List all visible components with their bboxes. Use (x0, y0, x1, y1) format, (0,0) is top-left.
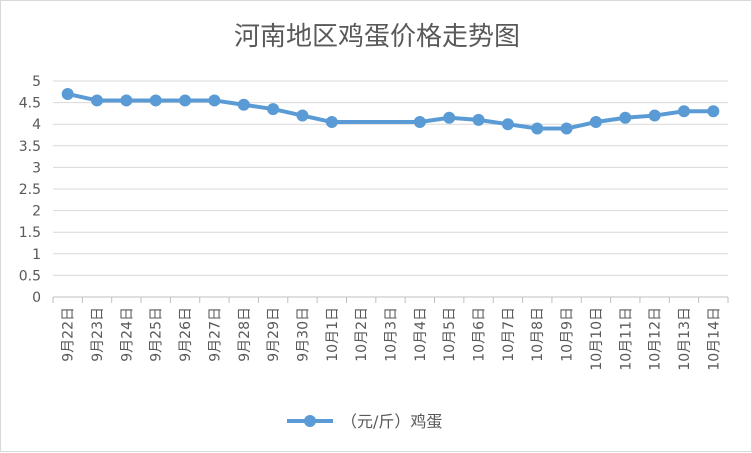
x-tick-label: 10月9日 (560, 307, 576, 362)
data-point (413, 116, 426, 129)
data-point (208, 94, 221, 107)
x-tick-label: 10月6日 (472, 307, 488, 362)
data-point (267, 103, 280, 116)
y-tick-label: 1.5 (19, 225, 41, 241)
data-point (619, 111, 632, 124)
data-point (501, 118, 514, 131)
data-point (296, 109, 309, 122)
x-tick-label: 10月1日 (325, 307, 341, 362)
x-tick-label: 10月2日 (354, 307, 370, 362)
data-point (531, 122, 544, 135)
data-point (149, 94, 162, 107)
y-tick-label: 4 (32, 117, 41, 133)
data-point (237, 98, 250, 111)
x-tick-label: 10月11日 (618, 307, 634, 371)
legend-marker (304, 415, 316, 427)
x-tick-label: 10月4日 (413, 307, 429, 362)
x-tick-label: 10月3日 (384, 307, 400, 362)
series-group (61, 87, 720, 135)
y-tick-label: 3.5 (19, 139, 41, 155)
data-point (91, 94, 104, 107)
data-point (677, 105, 690, 118)
data-point (589, 116, 602, 129)
x-tick-label: 10月7日 (501, 307, 517, 362)
y-tick-label: 2.5 (19, 182, 41, 198)
data-point (560, 122, 573, 135)
x-tick-label: 9月30日 (295, 307, 311, 362)
data-point (325, 116, 338, 129)
x-tick-label: 9月28日 (237, 307, 253, 362)
y-tick-label: 0.5 (19, 268, 41, 284)
x-tick-label: 10月14日 (706, 307, 722, 371)
x-tick-label: 9月25日 (149, 307, 165, 362)
data-point (707, 105, 720, 118)
x-tick-label: 9月24日 (119, 307, 135, 362)
y-tick-label: 4.5 (19, 96, 41, 112)
y-tick-label: 5 (32, 74, 41, 90)
x-tick-label: 10月13日 (677, 307, 693, 371)
x-tick-label: 10月8日 (530, 307, 546, 362)
y-axis-ticks: 0 0.5 1 1.5 2 2.5 3 3.5 4 4.5 5 (19, 74, 41, 306)
x-tick-label: 9月23日 (90, 307, 106, 362)
x-axis-ticks: 9月22日 9月23日 9月24日 9月25日 9月26日 9月27日 9月28日 9月29日… (52, 297, 729, 371)
chart-title: 河南地区鸡蛋价格走势图 (234, 22, 520, 52)
data-point (443, 111, 456, 124)
y-tick-label: 0 (32, 290, 41, 306)
x-tick-label: 10月12日 (648, 307, 664, 371)
y-tick-label: 3 (32, 160, 41, 176)
data-point (120, 94, 133, 107)
y-tick-label: 1 (32, 247, 41, 263)
x-tick-label: 9月29日 (266, 307, 282, 362)
x-tick-label: 10月10日 (589, 307, 605, 371)
y-tick-label: 2 (32, 204, 41, 220)
x-tick-label: 10月5日 (442, 307, 458, 362)
legend: （元/斤）鸡蛋 (287, 412, 442, 431)
data-point (179, 94, 192, 107)
data-point (648, 109, 661, 122)
data-point (472, 113, 485, 126)
gridlines (53, 80, 728, 298)
x-tick-label: 9月26日 (178, 307, 194, 362)
legend-label: （元/斤）鸡蛋 (341, 412, 442, 431)
x-tick-label: 9月22日 (61, 307, 77, 362)
x-tick-label: 9月27日 (207, 307, 223, 362)
data-point (61, 87, 74, 100)
